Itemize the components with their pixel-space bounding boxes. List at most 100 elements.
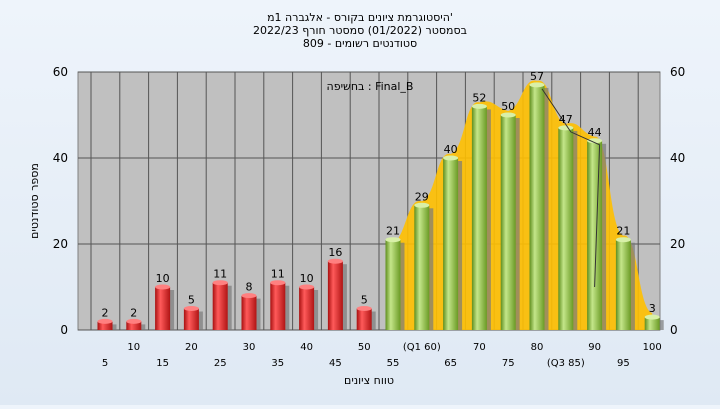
bar-value-label: 44 [588, 126, 602, 139]
bar-value-label: 10 [300, 272, 314, 285]
bar [299, 287, 315, 330]
x-tick-label: 100 [643, 342, 662, 353]
bar-cap [183, 306, 199, 311]
x-tick-label: 20 [185, 342, 198, 353]
x-tick-label: 55 [387, 358, 400, 369]
y-tick-label-left: 40 [53, 151, 68, 165]
bar-cap [414, 202, 430, 208]
bar [97, 321, 113, 330]
bar-value-label: 16 [328, 246, 342, 259]
chart-title-line-1: היסטוגרמת ציונים בקורס - אלגברה 1מ' [267, 11, 453, 24]
bar-cap [97, 318, 113, 324]
bar [443, 158, 459, 330]
y-tick-label-left: 20 [53, 237, 68, 251]
bar-value-label: 2 [102, 306, 109, 319]
y-tick-label-right: 20 [670, 237, 685, 251]
bar-value-label: 5 [361, 294, 368, 307]
bar [212, 282, 228, 330]
bar-value-label: 8 [246, 281, 253, 294]
y-tick-label-left: 60 [53, 65, 68, 79]
bar [183, 308, 199, 330]
bar-cap [126, 318, 142, 324]
bar-value-label: 52 [472, 91, 486, 104]
y-axis-label: מספר סטודנטים [28, 163, 41, 239]
bar [615, 239, 631, 330]
x-tick-label: 40 [300, 342, 313, 353]
x-tick-label: 90 [588, 342, 601, 353]
bar [356, 308, 372, 330]
bar-value-label: 10 [156, 272, 170, 285]
bar-value-label: 5 [188, 294, 195, 307]
x-tick-label: 15 [156, 358, 169, 369]
bar-cap [270, 280, 286, 286]
bar-cap [587, 138, 603, 144]
x-tick-label: 95 [617, 358, 630, 369]
bar-cap [385, 237, 401, 243]
bar [471, 106, 487, 331]
bar-cap [471, 103, 487, 109]
bar-cap [529, 82, 545, 88]
curve-line [541, 88, 601, 288]
bar-cap [155, 284, 171, 290]
bar-cap [356, 306, 372, 311]
x-tick-label: 70 [473, 342, 486, 353]
x-tick-label: 75 [502, 358, 515, 369]
y-tick-label-right: 0 [670, 323, 678, 337]
bar-value-label: 47 [559, 113, 573, 126]
x-tick-label: 25 [214, 358, 227, 369]
y-tick-label-left: 0 [60, 323, 68, 337]
x-tick-label: 65 [444, 358, 457, 369]
bar [241, 295, 257, 330]
x-tick-label: 30 [243, 342, 256, 353]
x-tick-label: (Q3 85) [547, 358, 585, 369]
bar-cap [241, 293, 257, 299]
bar [414, 205, 430, 330]
bar [558, 127, 574, 331]
chart-title-line-2: בסמסטר (01/2022) סמסטר חורף 2022/23 [253, 24, 467, 37]
bar-value-label: 21 [386, 225, 400, 238]
bar [126, 321, 142, 330]
bar-value-label: 3 [649, 302, 656, 315]
x-tick-label: 35 [271, 358, 284, 369]
bar-cap [443, 155, 459, 161]
bar [587, 140, 603, 330]
bar [500, 115, 516, 330]
bar-value-label: 21 [616, 225, 630, 238]
bar [270, 282, 286, 330]
bar-value-label: 11 [271, 268, 285, 281]
bar-value-label: 2 [130, 306, 137, 319]
bar-cap [212, 280, 228, 286]
bar [385, 239, 401, 330]
x-tick-label: 45 [329, 358, 342, 369]
bar-cap [500, 112, 516, 118]
bar-cap [615, 237, 631, 243]
y-tick-label-right: 60 [670, 65, 685, 79]
bar-cap [644, 314, 660, 320]
bar [644, 317, 660, 330]
bar-cap [327, 258, 343, 264]
bar [155, 287, 171, 330]
x-tick-label: (Q1 60) [403, 342, 441, 353]
bar-value-label: 11 [213, 268, 227, 281]
x-axis-label: טווח ציונים [344, 374, 394, 387]
bar-cap [558, 125, 574, 131]
x-tick-label: 50 [358, 342, 371, 353]
chart-annotation: בחשיפה : Final_B [327, 80, 414, 93]
x-tick-label: 5 [102, 358, 108, 369]
x-tick-label: 80 [531, 342, 544, 353]
bar-value-label: 50 [501, 100, 515, 113]
bar [529, 84, 545, 331]
value-labels-layer: 2 2 10 5 11 8 11 10 16 5 21 29 40 52 50 57 47 44 21 3 [102, 70, 656, 319]
x-tick-label: 10 [127, 342, 140, 353]
y-tick-label-right: 40 [670, 151, 685, 165]
bar-cap [299, 284, 315, 290]
chart-title-line-3: 809 - סטודנטים רשומים [303, 37, 417, 50]
bar-value-label: 40 [444, 143, 458, 156]
bar-value-label: 29 [415, 190, 429, 203]
bars-layer [97, 82, 664, 331]
bar-value-label: 57 [530, 70, 544, 83]
bar [327, 261, 343, 330]
